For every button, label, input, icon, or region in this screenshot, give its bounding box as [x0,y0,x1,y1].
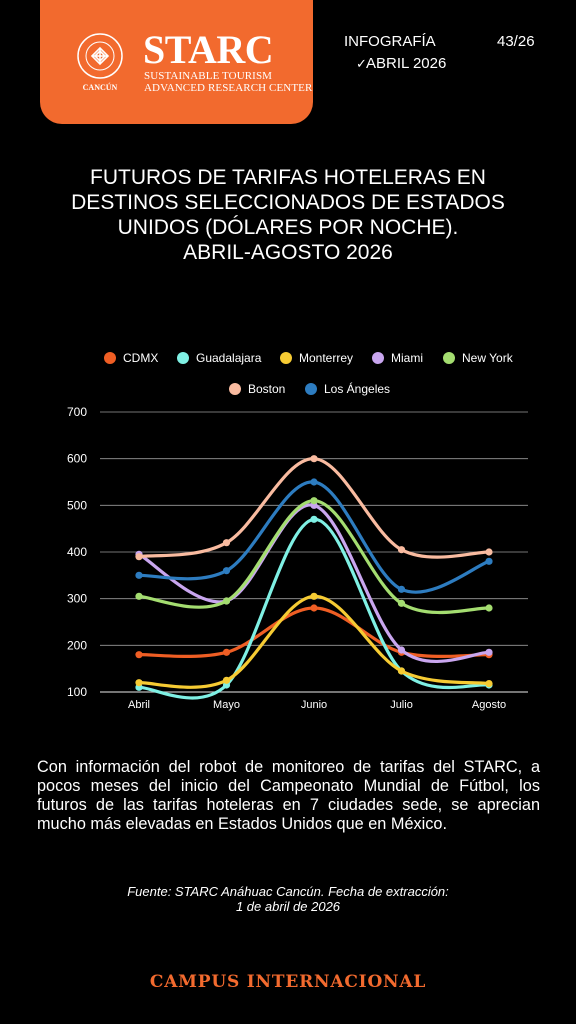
data-point-new-york [222,597,231,605]
data-point-new-york [310,497,318,505]
y-tick-label: 600 [67,452,87,466]
data-point-los-ngeles [222,567,231,575]
legend-dot [372,352,384,364]
x-tick-label: Julio [390,699,413,711]
legend-item-miami: Miami [372,351,423,365]
data-point-cdmx [222,648,231,656]
legend-dot [443,352,455,364]
data-point-los-ngeles [135,571,143,579]
source-note: Fuente: STARC Anáhuac Cancún. Fecha de e… [80,884,496,914]
legend-label: Miami [391,351,423,365]
y-tick-label: 200 [67,638,87,652]
publication-date: ABRIL 2026 [366,55,447,72]
data-point-boston [485,548,493,556]
y-tick-label: 100 [67,685,87,699]
legend-item-cdmx: CDMX [104,351,158,365]
line-chart: 100 200 300 400 500 600 700 Abril Mayo Junio Julio… [67,405,528,711]
data-point-los-ngeles [310,478,318,486]
series-line-cdmx [137,606,491,659]
y-tick-label: 300 [67,592,87,606]
data-point-monterrey [397,667,406,675]
source-line-2: 1 de abril de 2026 [235,899,341,914]
data-point-boston [135,553,143,561]
data-point-miami [485,648,493,656]
legend-dot [104,352,116,364]
legend-label: Boston [248,382,286,396]
data-point-new-york [397,599,406,607]
legend-label: New York [462,351,513,365]
starc-logo-box: CANCÚN STARC SUSTAINABLE TOURISM ADVANCE… [40,0,313,124]
title-line-1: FUTUROS DE TARIFAS HOTELERAS EN [90,166,486,189]
brand-subtitle: SUSTAINABLE TOURISM ADVANCED RESEARCH CE… [144,70,314,94]
data-point-new-york [135,592,143,600]
legend-item-monterrey: Monterrey [280,351,353,365]
data-point-miami [397,646,406,654]
legend-dot [177,352,189,364]
y-tick-label: 400 [67,545,87,559]
x-tick-label: Mayo [213,699,240,711]
pen-mark-icon: ✓ [356,56,367,71]
series-line-miami [137,503,491,664]
source-line-1: Fuente: STARC Anáhuac Cancún. Fecha de e… [127,884,449,899]
data-point-boston [397,546,406,554]
legend-item-los-angeles: Los Ángeles [305,382,390,396]
legend-label: CDMX [123,351,159,365]
title-line-2: DESTINOS SELECCIONADOS DE ESTADOS [71,191,505,214]
legend-label: Los Ángeles [324,382,391,396]
data-point-boston [222,539,231,547]
data-point-cdmx [135,651,143,659]
data-point-monterrey [310,592,318,600]
seal-caption: CANCÚN [82,83,118,92]
title-line-3: UNIDOS (DÓLARES POR NOCHE). [117,216,459,239]
legend-label: Monterrey [299,351,354,365]
legend-item-guadalajara: Guadalajara [177,351,261,365]
title-line-4: ABRIL-AGOSTO 2026 [183,241,393,264]
legend-item-boston: Boston [229,382,285,396]
data-point-los-ngeles [397,585,406,593]
legend-item-new-york: New York [443,351,513,365]
legend-label: Guadalajara [196,351,262,365]
x-tick-label: Junio [301,699,327,711]
infografia-number: 43/26 [497,33,535,50]
description-text: Con información del robot de monitoreo d… [37,758,540,833]
chart-title: FUTUROS DE TARIFAS HOTELERAS EN DESTINOS… [20,165,556,265]
data-point-new-york [485,604,493,612]
campus-footer: CAMPUS INTERNACIONAL [149,972,427,992]
university-seal-icon [77,33,123,79]
data-point-cdmx [310,604,318,612]
data-point-monterrey [135,679,143,687]
infografia-label: INFOGRAFÍA [344,33,436,50]
data-point-guadalajara [310,515,318,523]
brand-subtitle-line-1: SUSTAINABLE TOURISM [144,70,273,82]
legend-dot [305,383,317,395]
data-point-monterrey [485,680,493,688]
data-point-boston [310,455,318,463]
legend-dot [280,352,292,364]
x-tick-label: Abril [128,699,150,711]
x-tick-label: Agosto [472,699,506,711]
y-tick-label: 700 [67,405,87,419]
legend-dot [229,383,241,395]
brand-name: STARC [143,27,274,72]
data-point-los-ngeles [485,557,493,565]
brand-subtitle-line-2: ADVANCED RESEARCH CENTER [144,82,313,94]
data-point-monterrey [222,676,231,684]
y-tick-label: 500 [67,498,87,512]
